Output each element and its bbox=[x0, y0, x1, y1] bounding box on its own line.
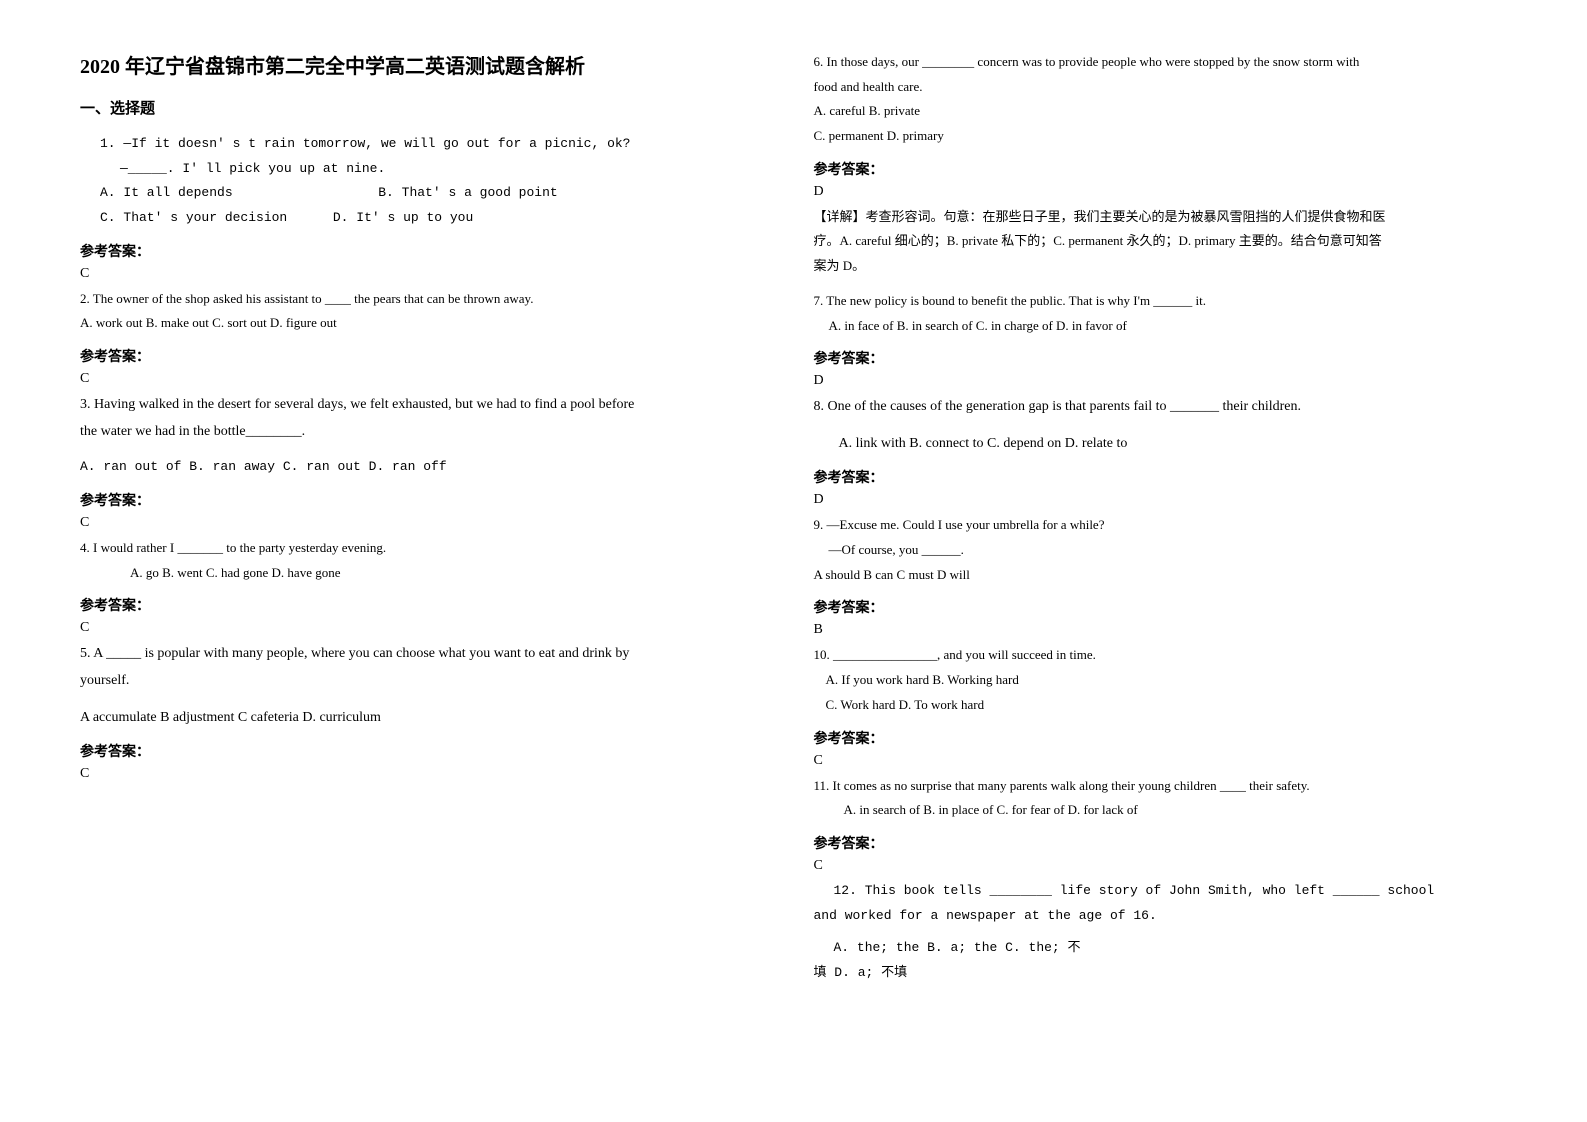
q12-opts1: A. the; the B. a; the C. the; 不 bbox=[814, 936, 1508, 961]
q11-opts: A. in search of B. in place of C. for fe… bbox=[814, 798, 1508, 823]
q11-answer: C bbox=[814, 858, 1508, 874]
q6-line1: 6. In those days, our ________ concern w… bbox=[814, 50, 1508, 75]
q9-opts: A should B can C must D will bbox=[814, 563, 1508, 588]
q1-optD: D. It' s up to you bbox=[333, 210, 473, 225]
question-2: 2. The owner of the shop asked his assis… bbox=[80, 287, 774, 336]
q10-answer: C bbox=[814, 753, 1508, 769]
q6-explanation: 【详解】考查形容词。句意：在那些日子里，我们主要关心的是为被暴风雪阻挡的人们提供… bbox=[814, 205, 1508, 279]
page-title: 2020 年辽宁省盘锦市第二完全中学高二英语测试题含解析 bbox=[80, 50, 774, 79]
q2-opts: A. work out B. make out C. sort out D. f… bbox=[80, 311, 774, 336]
question-11: 11. It comes as no surprise that many pa… bbox=[814, 774, 1508, 823]
q1-optC: C. That' s your decision bbox=[100, 210, 287, 225]
question-8: 8. One of the causes of the generation g… bbox=[814, 394, 1508, 457]
q12-line2: and worked for a newspaper at the age of… bbox=[814, 904, 1508, 929]
answer-label-1: 参考答案： bbox=[80, 241, 774, 261]
q5-answer: C bbox=[80, 766, 774, 782]
q1-answer: C bbox=[80, 266, 774, 282]
q9-answer: B bbox=[814, 622, 1508, 638]
answer-label-7: 参考答案： bbox=[814, 348, 1508, 368]
q3-line1: 3. Having walked in the desert for sever… bbox=[80, 392, 774, 419]
question-6: 6. In those days, our ________ concern w… bbox=[814, 50, 1508, 149]
q4-answer: C bbox=[80, 620, 774, 636]
q3-opts: A. ran out of B. ran away C. ran out D. … bbox=[80, 455, 774, 480]
q12-opts2: 填 D. a; 不填 bbox=[814, 961, 1508, 986]
q10-optsB: C. Work hard D. To work hard bbox=[814, 693, 1508, 718]
answer-label-6: 参考答案： bbox=[814, 159, 1508, 179]
question-1: 1. —If it doesn' s t rain tomorrow, we w… bbox=[80, 132, 774, 231]
q11-text: 11. It comes as no surprise that many pa… bbox=[814, 774, 1508, 799]
q1-options-cd: C. That' s your decision D. It' s up to … bbox=[80, 206, 774, 231]
question-10: 10. ________________, and you will succe… bbox=[814, 643, 1508, 717]
q6-explain1: 【详解】考查形容词。句意：在那些日子里，我们主要关心的是为被暴风雪阻挡的人们提供… bbox=[814, 205, 1508, 230]
q4-text: 4. I would rather I _______ to the party… bbox=[80, 536, 774, 561]
q1-optB: B. That' s a good point bbox=[378, 185, 557, 200]
section-header: 一、选择题 bbox=[80, 97, 774, 118]
q3-answer: C bbox=[80, 515, 774, 531]
q6-optsA: A. careful B. private bbox=[814, 99, 1508, 124]
q4-opts: A. go B. went C. had gone D. have gone bbox=[80, 561, 774, 586]
q10-text: 10. ________________, and you will succe… bbox=[814, 643, 1508, 668]
question-9: 9. —Excuse me. Could I use your umbrella… bbox=[814, 513, 1508, 587]
q3-line2: the water we had in the bottle________. bbox=[80, 419, 774, 446]
q5-opts: A accumulate B adjustment C cafeteria D.… bbox=[80, 705, 774, 732]
right-column: 6. In those days, our ________ concern w… bbox=[794, 50, 1528, 1072]
q1-line1: 1. —If it doesn' s t rain tomorrow, we w… bbox=[80, 132, 774, 157]
q5-line2: yourself. bbox=[80, 668, 774, 695]
q6-answer: D bbox=[814, 184, 1508, 200]
answer-label-8: 参考答案： bbox=[814, 467, 1508, 487]
answer-label-5: 参考答案： bbox=[80, 741, 774, 761]
left-column: 2020 年辽宁省盘锦市第二完全中学高二英语测试题含解析 一、选择题 1. —I… bbox=[60, 50, 794, 1072]
question-5: 5. A _____ is popular with many people, … bbox=[80, 641, 774, 731]
question-12: 12. This book tells ________ life story … bbox=[814, 879, 1508, 986]
q1-optA: A. It all depends bbox=[100, 185, 233, 200]
q1-line2: —_____. I' ll pick you up at nine. bbox=[80, 157, 774, 182]
q6-explain2: 疗。A. careful 细心的；B. private 私下的；C. perma… bbox=[814, 229, 1508, 254]
question-3: 3. Having walked in the desert for sever… bbox=[80, 392, 774, 480]
answer-label-10: 参考答案： bbox=[814, 728, 1508, 748]
q9-line2: —Of course, you ______. bbox=[814, 538, 1508, 563]
q2-answer: C bbox=[80, 371, 774, 387]
q8-answer: D bbox=[814, 492, 1508, 508]
q6-explain3: 案为 D。 bbox=[814, 254, 1508, 279]
q12-line1: 12. This book tells ________ life story … bbox=[814, 879, 1508, 904]
answer-label-2: 参考答案： bbox=[80, 346, 774, 366]
answer-label-4: 参考答案： bbox=[80, 595, 774, 615]
q6-line2: food and health care. bbox=[814, 75, 1508, 100]
q6-optsB: C. permanent D. primary bbox=[814, 124, 1508, 149]
question-7: 7. The new policy is bound to benefit th… bbox=[814, 289, 1508, 338]
answer-label-11: 参考答案： bbox=[814, 833, 1508, 853]
q2-text: 2. The owner of the shop asked his assis… bbox=[80, 287, 774, 312]
q7-answer: D bbox=[814, 373, 1508, 389]
q7-opts: A. in face of B. in search of C. in char… bbox=[814, 314, 1508, 339]
q5-line1: 5. A _____ is popular with many people, … bbox=[80, 641, 774, 668]
q7-text: 7. The new policy is bound to benefit th… bbox=[814, 289, 1508, 314]
answer-label-3: 参考答案： bbox=[80, 490, 774, 510]
question-4: 4. I would rather I _______ to the party… bbox=[80, 536, 774, 585]
q9-line1: 9. —Excuse me. Could I use your umbrella… bbox=[814, 513, 1508, 538]
q1-options-ab: A. It all depends B. That' s a good poin… bbox=[80, 181, 774, 206]
q8-text: 8. One of the causes of the generation g… bbox=[814, 394, 1508, 421]
answer-label-9: 参考答案： bbox=[814, 597, 1508, 617]
q10-optsA: A. If you work hard B. Working hard bbox=[814, 668, 1508, 693]
q8-opts: A. link with B. connect to C. depend on … bbox=[814, 431, 1508, 458]
